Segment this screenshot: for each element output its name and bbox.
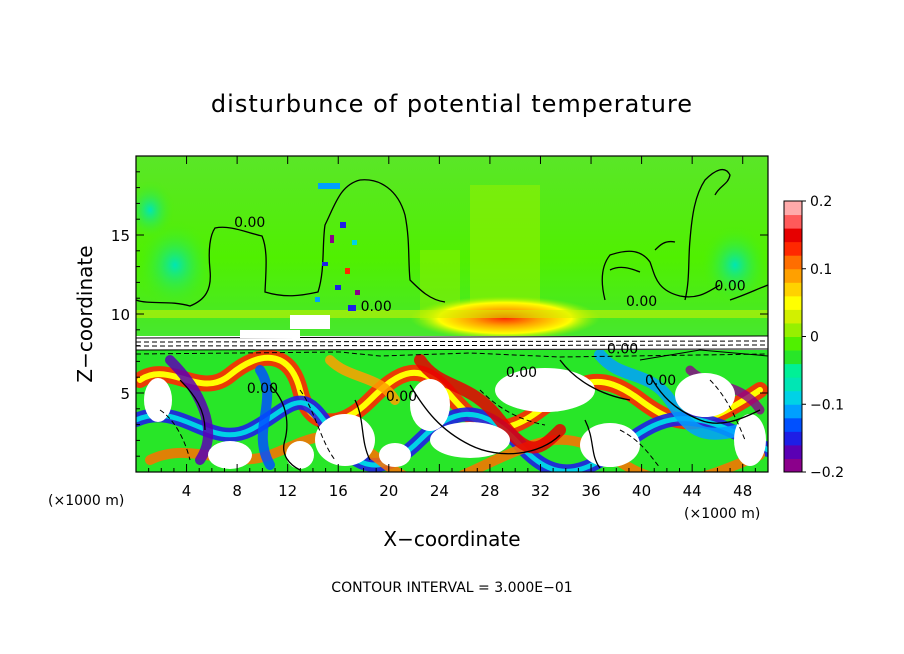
y-tick-label: 15	[111, 227, 130, 245]
contour-label: 0.00	[626, 294, 657, 310]
colorbar-tick-label: 0	[810, 330, 819, 346]
cyan-patch	[700, 225, 768, 305]
x-tick-label: 32	[531, 482, 550, 500]
y-axis: 5 10 15	[111, 171, 768, 457]
warm-stripe	[136, 310, 768, 318]
x-unit-left: (×1000 m)	[48, 493, 124, 509]
colorbar-swatch	[784, 214, 802, 229]
x-tick-label: 12	[278, 482, 297, 500]
x-tick-label: 36	[581, 482, 600, 500]
colorbar-tick-label: 0.1	[810, 262, 832, 278]
contour-label: 0.00	[234, 215, 265, 231]
x-tick-label: 28	[480, 482, 499, 500]
x-tick-label: 40	[632, 482, 651, 500]
dashed-contours	[159, 379, 746, 469]
contour-label: 0.00	[714, 278, 745, 294]
x-unit-right: (×1000 m)	[684, 506, 760, 522]
colorbar-swatch	[784, 322, 802, 337]
chart-title: disturbunce of potential temperature	[211, 90, 693, 118]
colorbar-swatch	[784, 255, 802, 270]
colorbar-tick-label: 0.2	[810, 194, 832, 210]
contour-interval-note: CONTOUR INTERVAL = 3.000E−01	[331, 580, 572, 596]
plume	[470, 185, 540, 315]
colorbar: 0.2 0.1 0 −0.1 −0.2	[783, 194, 844, 481]
x-axis-label: X−coordinate	[383, 527, 520, 551]
noise-speckles	[240, 183, 360, 338]
colorbar-swatch	[784, 336, 802, 351]
x-tick-label: 16	[329, 482, 348, 500]
colorbar-tick-label: −0.1	[810, 397, 844, 413]
colorbar-tick-label: −0.2	[810, 465, 844, 481]
contour-lines	[136, 168, 768, 471]
y-tick-label: 5	[120, 385, 130, 403]
colorbar-swatch	[784, 309, 802, 324]
colorbar-swatch	[784, 295, 802, 310]
x-tick-label: 20	[379, 482, 398, 500]
colorbar-swatch	[784, 404, 802, 419]
boundary-contours	[136, 335, 768, 361]
cyan-patch	[136, 220, 215, 310]
cyan-patch	[136, 180, 175, 240]
colorbar-swatch	[784, 228, 802, 243]
x-tick-label: 44	[683, 482, 702, 500]
colorbar-swatch	[784, 390, 802, 405]
contour-label: 0.00	[645, 373, 676, 389]
y-tick-label: 10	[111, 306, 130, 324]
colorbar-swatch	[784, 363, 802, 378]
x-tick-label: 48	[733, 482, 752, 500]
x-axis: 4 8 12 16 20 24 28 32 36 40 44 48	[148, 156, 756, 500]
colorbar-swatch	[784, 417, 802, 432]
contour-label-layer: 0.00 0.00 0.00 0.00 0.00 0.00 0.00 0.00 0.00	[234, 215, 745, 405]
colorbar-swatch	[784, 350, 802, 365]
colorbar-swatch	[784, 444, 802, 459]
contour-label: 0.00	[247, 381, 278, 397]
colorbar-swatch	[784, 268, 802, 283]
x-tick-label: 4	[182, 482, 192, 500]
contour-label: 0.00	[361, 299, 392, 315]
colorbar-swatch	[784, 241, 802, 256]
x-tick-label: 24	[430, 482, 449, 500]
colorbar-swatch	[784, 431, 802, 446]
contour-label: 0.00	[386, 389, 417, 405]
saturated-regions	[144, 368, 766, 469]
y-axis-label: Z−coordinate	[73, 245, 97, 382]
colorbar-swatch	[784, 377, 802, 392]
plot-area	[136, 156, 768, 472]
x-tick-label: 8	[232, 482, 242, 500]
contour-label: 0.00	[506, 365, 537, 381]
colorbar-swatch	[784, 458, 802, 473]
contour-label: 0.00	[607, 342, 638, 358]
colorbar-swatch	[784, 282, 802, 297]
colorbar-swatch	[784, 201, 802, 216]
